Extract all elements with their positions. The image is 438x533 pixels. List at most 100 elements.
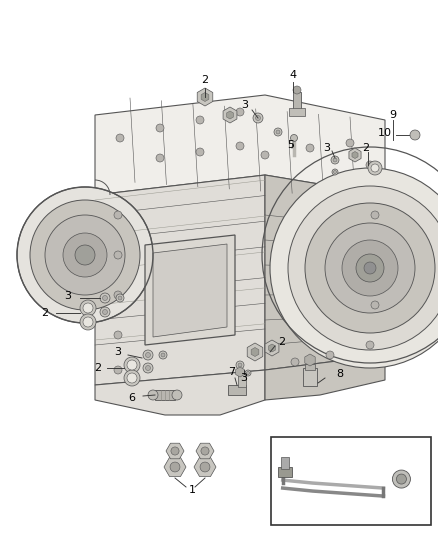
Circle shape: [80, 300, 96, 316]
Circle shape: [201, 447, 209, 455]
Circle shape: [143, 350, 153, 360]
Circle shape: [124, 370, 140, 386]
Circle shape: [196, 148, 204, 156]
Circle shape: [145, 366, 151, 370]
Circle shape: [371, 211, 379, 219]
Polygon shape: [194, 457, 216, 477]
Circle shape: [392, 470, 410, 488]
Text: 2: 2: [279, 337, 286, 347]
Circle shape: [114, 366, 122, 374]
Text: 3: 3: [114, 347, 121, 357]
Circle shape: [290, 134, 297, 141]
Bar: [238, 374, 246, 387]
Polygon shape: [95, 175, 265, 385]
Circle shape: [100, 293, 110, 303]
Bar: [303, 368, 317, 386]
Polygon shape: [95, 370, 265, 415]
Circle shape: [148, 390, 158, 400]
Circle shape: [288, 186, 438, 350]
Circle shape: [346, 139, 354, 147]
Circle shape: [100, 307, 110, 317]
Text: 3: 3: [64, 291, 71, 301]
Polygon shape: [265, 355, 385, 400]
Polygon shape: [265, 340, 279, 356]
Text: 7: 7: [229, 367, 236, 377]
Circle shape: [200, 462, 210, 472]
Circle shape: [143, 363, 153, 373]
Polygon shape: [201, 93, 209, 101]
Circle shape: [236, 108, 244, 116]
Bar: [305, 364, 315, 370]
Circle shape: [83, 303, 93, 313]
Circle shape: [364, 262, 376, 274]
Circle shape: [45, 215, 125, 295]
Bar: [271, 437, 431, 525]
Text: 3: 3: [324, 143, 331, 153]
Polygon shape: [268, 344, 276, 352]
Circle shape: [371, 164, 379, 172]
Circle shape: [368, 161, 382, 175]
Circle shape: [196, 116, 204, 124]
Circle shape: [274, 128, 282, 136]
Circle shape: [75, 245, 95, 265]
Circle shape: [291, 358, 299, 366]
Circle shape: [332, 169, 338, 175]
Polygon shape: [236, 367, 244, 377]
Text: 9: 9: [389, 110, 396, 120]
Circle shape: [118, 296, 122, 300]
Circle shape: [127, 360, 137, 370]
Polygon shape: [349, 148, 361, 162]
Polygon shape: [197, 88, 213, 106]
Circle shape: [326, 351, 334, 359]
Circle shape: [17, 187, 153, 323]
Text: 3: 3: [241, 100, 248, 110]
Circle shape: [63, 233, 107, 277]
Circle shape: [170, 462, 180, 472]
Text: 8: 8: [336, 369, 343, 379]
Circle shape: [331, 156, 339, 164]
Bar: [228, 385, 246, 395]
Bar: [289, 108, 305, 116]
Polygon shape: [352, 151, 358, 158]
Circle shape: [172, 390, 182, 400]
Bar: [278, 467, 292, 477]
Bar: [293, 92, 301, 110]
Circle shape: [253, 113, 263, 123]
Text: 6: 6: [128, 393, 135, 403]
Circle shape: [333, 171, 336, 174]
Bar: [155, 390, 175, 400]
Polygon shape: [196, 443, 214, 459]
Circle shape: [171, 447, 179, 455]
Circle shape: [124, 357, 140, 373]
Polygon shape: [265, 175, 385, 370]
Text: 2: 2: [362, 143, 370, 153]
Circle shape: [276, 130, 280, 134]
Text: 3: 3: [240, 373, 247, 383]
Circle shape: [80, 314, 96, 330]
Text: 2: 2: [95, 363, 102, 373]
Polygon shape: [247, 343, 263, 361]
Polygon shape: [145, 235, 235, 345]
Circle shape: [305, 203, 435, 333]
Circle shape: [127, 373, 137, 383]
Circle shape: [247, 372, 250, 375]
Text: 2: 2: [201, 75, 208, 85]
Text: 1: 1: [188, 485, 195, 495]
Circle shape: [114, 331, 122, 339]
Circle shape: [102, 295, 107, 301]
Polygon shape: [153, 244, 227, 337]
Circle shape: [366, 161, 374, 169]
Circle shape: [366, 341, 374, 349]
Circle shape: [270, 168, 438, 368]
Text: 5: 5: [287, 140, 294, 150]
Circle shape: [116, 134, 124, 142]
Circle shape: [325, 223, 415, 313]
Circle shape: [410, 130, 420, 140]
Circle shape: [371, 301, 379, 309]
Circle shape: [102, 310, 107, 314]
Circle shape: [245, 370, 251, 376]
Circle shape: [156, 154, 164, 162]
Bar: [281, 457, 289, 469]
Polygon shape: [251, 348, 259, 357]
Circle shape: [236, 142, 244, 150]
